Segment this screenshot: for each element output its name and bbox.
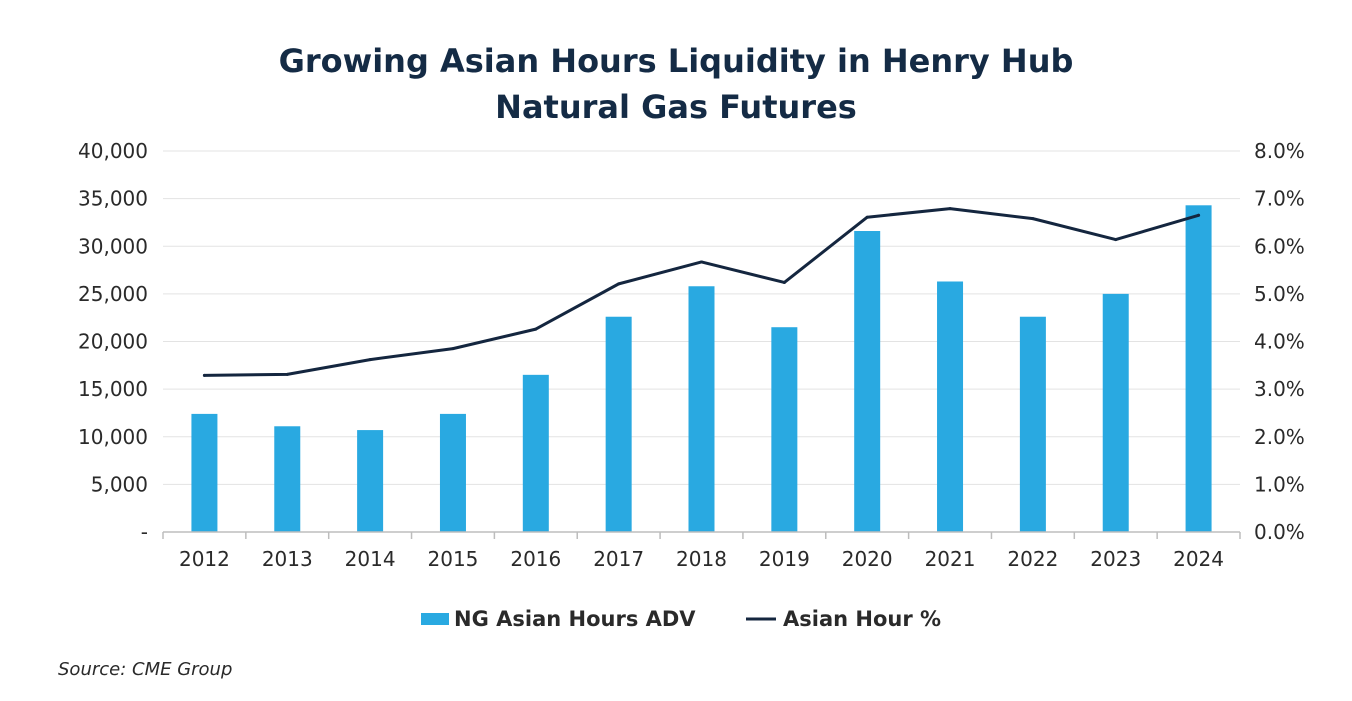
- x-tick-label: 2016: [510, 547, 561, 571]
- bar: [357, 430, 384, 532]
- legend: NG Asian Hours ADV Asian Hour %: [421, 607, 941, 631]
- line-point: [451, 347, 455, 351]
- bar: [605, 316, 632, 532]
- legend-line-label: Asian Hour %: [783, 607, 941, 631]
- left-tick-label: 35,000: [78, 187, 148, 211]
- bar: [439, 413, 466, 532]
- line-point: [948, 207, 952, 211]
- right-tick-label: 1.0%: [1254, 472, 1305, 496]
- x-tick-label: 2019: [759, 547, 810, 571]
- line-point: [285, 372, 289, 376]
- bar: [771, 327, 798, 532]
- right-tick-label: 0.0%: [1254, 520, 1305, 544]
- axes: - 5,000 10,000 15,000 20,000 25,000 30,000 35,0…: [78, 139, 1305, 571]
- left-tick-label: -: [141, 520, 148, 544]
- line-series: [202, 207, 1201, 377]
- line-point: [1031, 217, 1035, 221]
- bar: [274, 426, 301, 532]
- bar: [688, 286, 715, 532]
- right-tick-label: 6.0%: [1254, 234, 1305, 258]
- bar-series: [191, 205, 1212, 533]
- line-point: [617, 282, 621, 286]
- left-tick-label: 30,000: [78, 234, 148, 258]
- legend-bar-swatch: [421, 613, 449, 625]
- bar: [1185, 205, 1212, 533]
- x-tick-label: 2018: [676, 547, 727, 571]
- line-point: [865, 215, 869, 219]
- x-tick-label: 2017: [593, 547, 644, 571]
- chart-title-line-2: Natural Gas Futures: [495, 88, 857, 126]
- left-tick-label: 25,000: [78, 282, 148, 306]
- bar: [937, 281, 964, 532]
- line-point: [782, 280, 786, 284]
- x-tick-label: 2024: [1173, 547, 1224, 571]
- line-point: [368, 358, 372, 362]
- left-tick-label: 5,000: [91, 472, 148, 496]
- x-tick-label: 2012: [179, 547, 230, 571]
- left-tick-label: 10,000: [78, 425, 148, 449]
- x-tick-label: 2022: [1007, 547, 1058, 571]
- bar: [522, 374, 549, 532]
- x-tick-label: 2015: [428, 547, 479, 571]
- x-tick-label: 2013: [262, 547, 313, 571]
- bar: [1102, 293, 1129, 532]
- line-point: [1197, 213, 1201, 217]
- right-tick-label: 2.0%: [1254, 425, 1305, 449]
- source-note: Source: CME Group: [58, 659, 233, 680]
- chart-title: Growing Asian Hours Liquidity in Henry H…: [0, 38, 1352, 130]
- x-tick-label: 2023: [1090, 547, 1141, 571]
- line-point: [700, 260, 703, 264]
- right-tick-label: 5.0%: [1254, 282, 1305, 306]
- right-tick-label: 4.0%: [1254, 330, 1305, 354]
- chart-title-line-1: Growing Asian Hours Liquidity in Henry H…: [278, 42, 1074, 80]
- bar: [854, 231, 881, 532]
- bar: [1019, 316, 1046, 532]
- x-tick-label: 2014: [345, 547, 396, 571]
- line-point: [1114, 238, 1118, 242]
- x-tick-label: 2020: [842, 547, 893, 571]
- bar: [191, 413, 218, 532]
- line-point: [202, 373, 206, 377]
- x-tick-label: 2021: [925, 547, 976, 571]
- left-tick-label: 20,000: [78, 330, 148, 354]
- legend-bar-label: NG Asian Hours ADV: [454, 607, 696, 631]
- line-point: [534, 327, 538, 331]
- right-tick-label: 3.0%: [1254, 377, 1305, 401]
- right-tick-label: 7.0%: [1254, 187, 1305, 211]
- left-tick-label: 15,000: [78, 377, 148, 401]
- right-tick-label: 8.0%: [1254, 139, 1305, 163]
- left-tick-label: 40,000: [78, 139, 148, 163]
